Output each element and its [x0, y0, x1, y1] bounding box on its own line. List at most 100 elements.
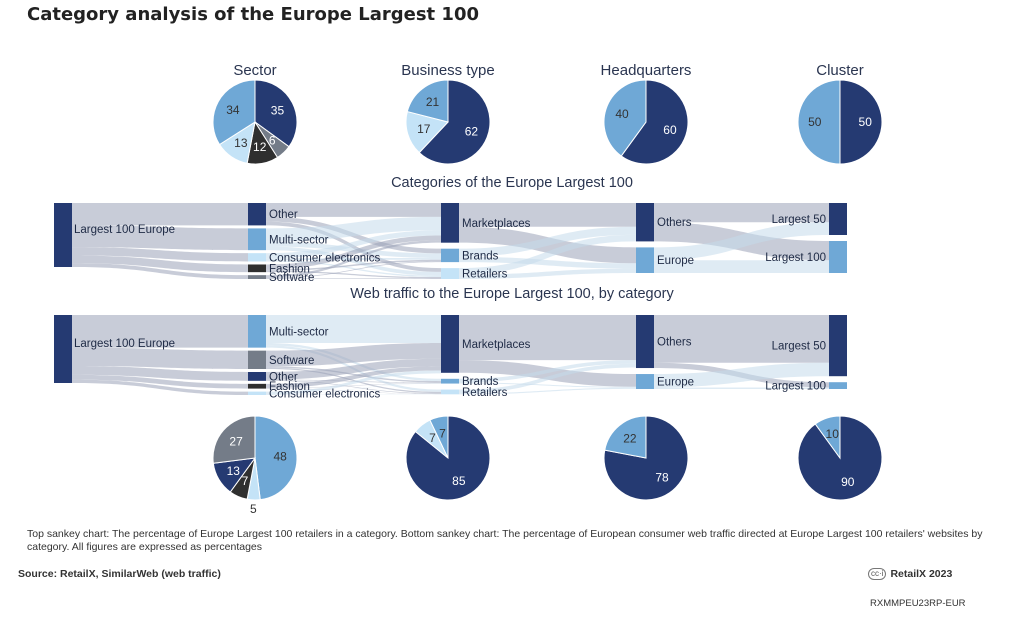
sankey-node-label: Largest 100 Europe — [74, 224, 175, 236]
sankey-node-label: Fashion — [269, 381, 310, 393]
sankey-node-label: Other — [269, 209, 298, 221]
sankey-flow — [72, 247, 248, 262]
sankey-flow — [654, 203, 829, 223]
pie-slice-label: 13 — [227, 464, 241, 478]
sankey-flow — [266, 259, 441, 271]
sankey-node — [248, 383, 266, 389]
sankey-flow — [266, 388, 441, 395]
sankey-flow — [266, 261, 441, 279]
sankey-flow — [266, 367, 441, 394]
sankey-node-label: Europe — [657, 377, 694, 389]
pie-slice-label: 12 — [253, 140, 267, 154]
sankey-node — [248, 315, 266, 348]
pie-slice — [405, 110, 449, 154]
pie-slice-label: 60 — [663, 123, 677, 137]
pie-slice-label: 62 — [465, 124, 479, 138]
sankey-node — [441, 268, 459, 279]
sankey-node — [441, 378, 459, 384]
sankey-flow — [459, 268, 636, 279]
sankey-node — [636, 203, 654, 242]
sankey-node — [441, 315, 459, 373]
sankey-node — [248, 228, 266, 251]
sankey-node-label: Largest 100 Europe — [74, 338, 175, 350]
sankey-flow — [459, 226, 636, 257]
brand-credit: cc·i RetailX 2023 — [868, 568, 953, 581]
sankey-flow — [459, 234, 636, 275]
pie-slice-label: 27 — [229, 434, 243, 448]
pie-slice-label: 17 — [417, 122, 431, 136]
pie-slice-label: 85 — [452, 474, 466, 488]
pie-slice — [603, 79, 647, 157]
pie-slice — [797, 79, 841, 165]
pie-slice — [418, 79, 491, 165]
sankey-node-label: Largest 50 — [772, 341, 826, 353]
sankey-flow — [72, 203, 248, 226]
sankey-node-label: Retailers — [462, 387, 508, 399]
sankey-node — [636, 247, 654, 273]
sankey-node — [636, 315, 654, 369]
sankey-flow — [266, 216, 441, 242]
sankey-node — [248, 253, 266, 262]
sankey-flow — [266, 380, 441, 394]
sankey-flow — [72, 347, 248, 369]
sankey-node — [829, 382, 847, 389]
sankey-flow — [266, 315, 441, 344]
sankey-flow — [266, 246, 441, 276]
sankey-node — [248, 372, 266, 381]
pie-slice-label: 7 — [429, 431, 436, 445]
sankey-flow — [266, 370, 441, 395]
sankey-flow — [459, 256, 636, 269]
pie-slice-label: 7 — [242, 474, 249, 488]
sankey-flow — [72, 374, 248, 389]
sankey-flow — [459, 315, 636, 361]
sankey-flow — [72, 366, 248, 381]
pie-slice — [839, 79, 883, 165]
sankey-node-label: Marketplaces — [462, 218, 531, 230]
sankey-node — [829, 241, 847, 273]
sankey-node-label: Largest 50 — [772, 214, 826, 226]
pie-title: Business type — [401, 62, 494, 79]
sankey-flow — [72, 263, 248, 279]
charts-canvas: Sector 35 612 13 34 Business type 62 17 21 Headqu… — [54, 62, 883, 516]
sankey-node-label: Brands — [462, 376, 499, 388]
pie-slice-label: 7 — [439, 426, 446, 440]
sankey-flow — [654, 222, 829, 261]
pie-slice-label: 78 — [655, 470, 669, 484]
sankey-node-label: Multi-sector — [269, 234, 329, 246]
pie-slice-label: 50 — [859, 115, 873, 129]
sankey-flow — [266, 358, 441, 380]
sankey-node — [441, 248, 459, 263]
sankey-flow — [266, 366, 441, 383]
page-title: Category analysis of the Europe Largest … — [27, 4, 479, 25]
sankey-flow — [459, 360, 636, 383]
pie-slice — [254, 79, 298, 148]
sankey-node-label: Multi-sector — [269, 326, 329, 338]
sankey-flow — [72, 225, 248, 251]
sankey-flow — [72, 379, 248, 395]
pie-title: Cluster — [816, 62, 864, 79]
sankey-title: Categories of the Europe Largest 100 — [391, 175, 633, 191]
pie-slice — [604, 415, 647, 459]
sankey-flow — [266, 394, 441, 395]
sankey-flow — [459, 363, 636, 394]
sankey-flow — [266, 260, 441, 278]
pie-title: Headquarters — [601, 62, 692, 79]
sankey-node-label: Largest 100 — [765, 252, 826, 264]
pie-slice-label: 10 — [826, 427, 840, 441]
sankey-flow — [266, 235, 441, 270]
sankey-node-label: Software — [269, 355, 314, 367]
sankey-node-label: Consumer electronics — [269, 388, 380, 400]
pie-slice — [429, 415, 449, 459]
sankey-flow — [266, 383, 441, 395]
pie-slice-label: 90 — [841, 475, 855, 489]
sankey-flow — [266, 278, 441, 279]
pie-slice-label: 34 — [226, 103, 240, 117]
pie-slice-label: 13 — [234, 136, 248, 150]
sankey-flow — [654, 315, 829, 363]
pie-title: Sector — [233, 62, 276, 79]
sankey-node — [248, 391, 266, 395]
brand-label: RetailX 2023 — [890, 568, 953, 580]
sankey-node-label: Retailers — [462, 269, 508, 281]
creative-commons-icon: cc·i — [868, 568, 887, 581]
sankey-flow — [459, 382, 636, 388]
